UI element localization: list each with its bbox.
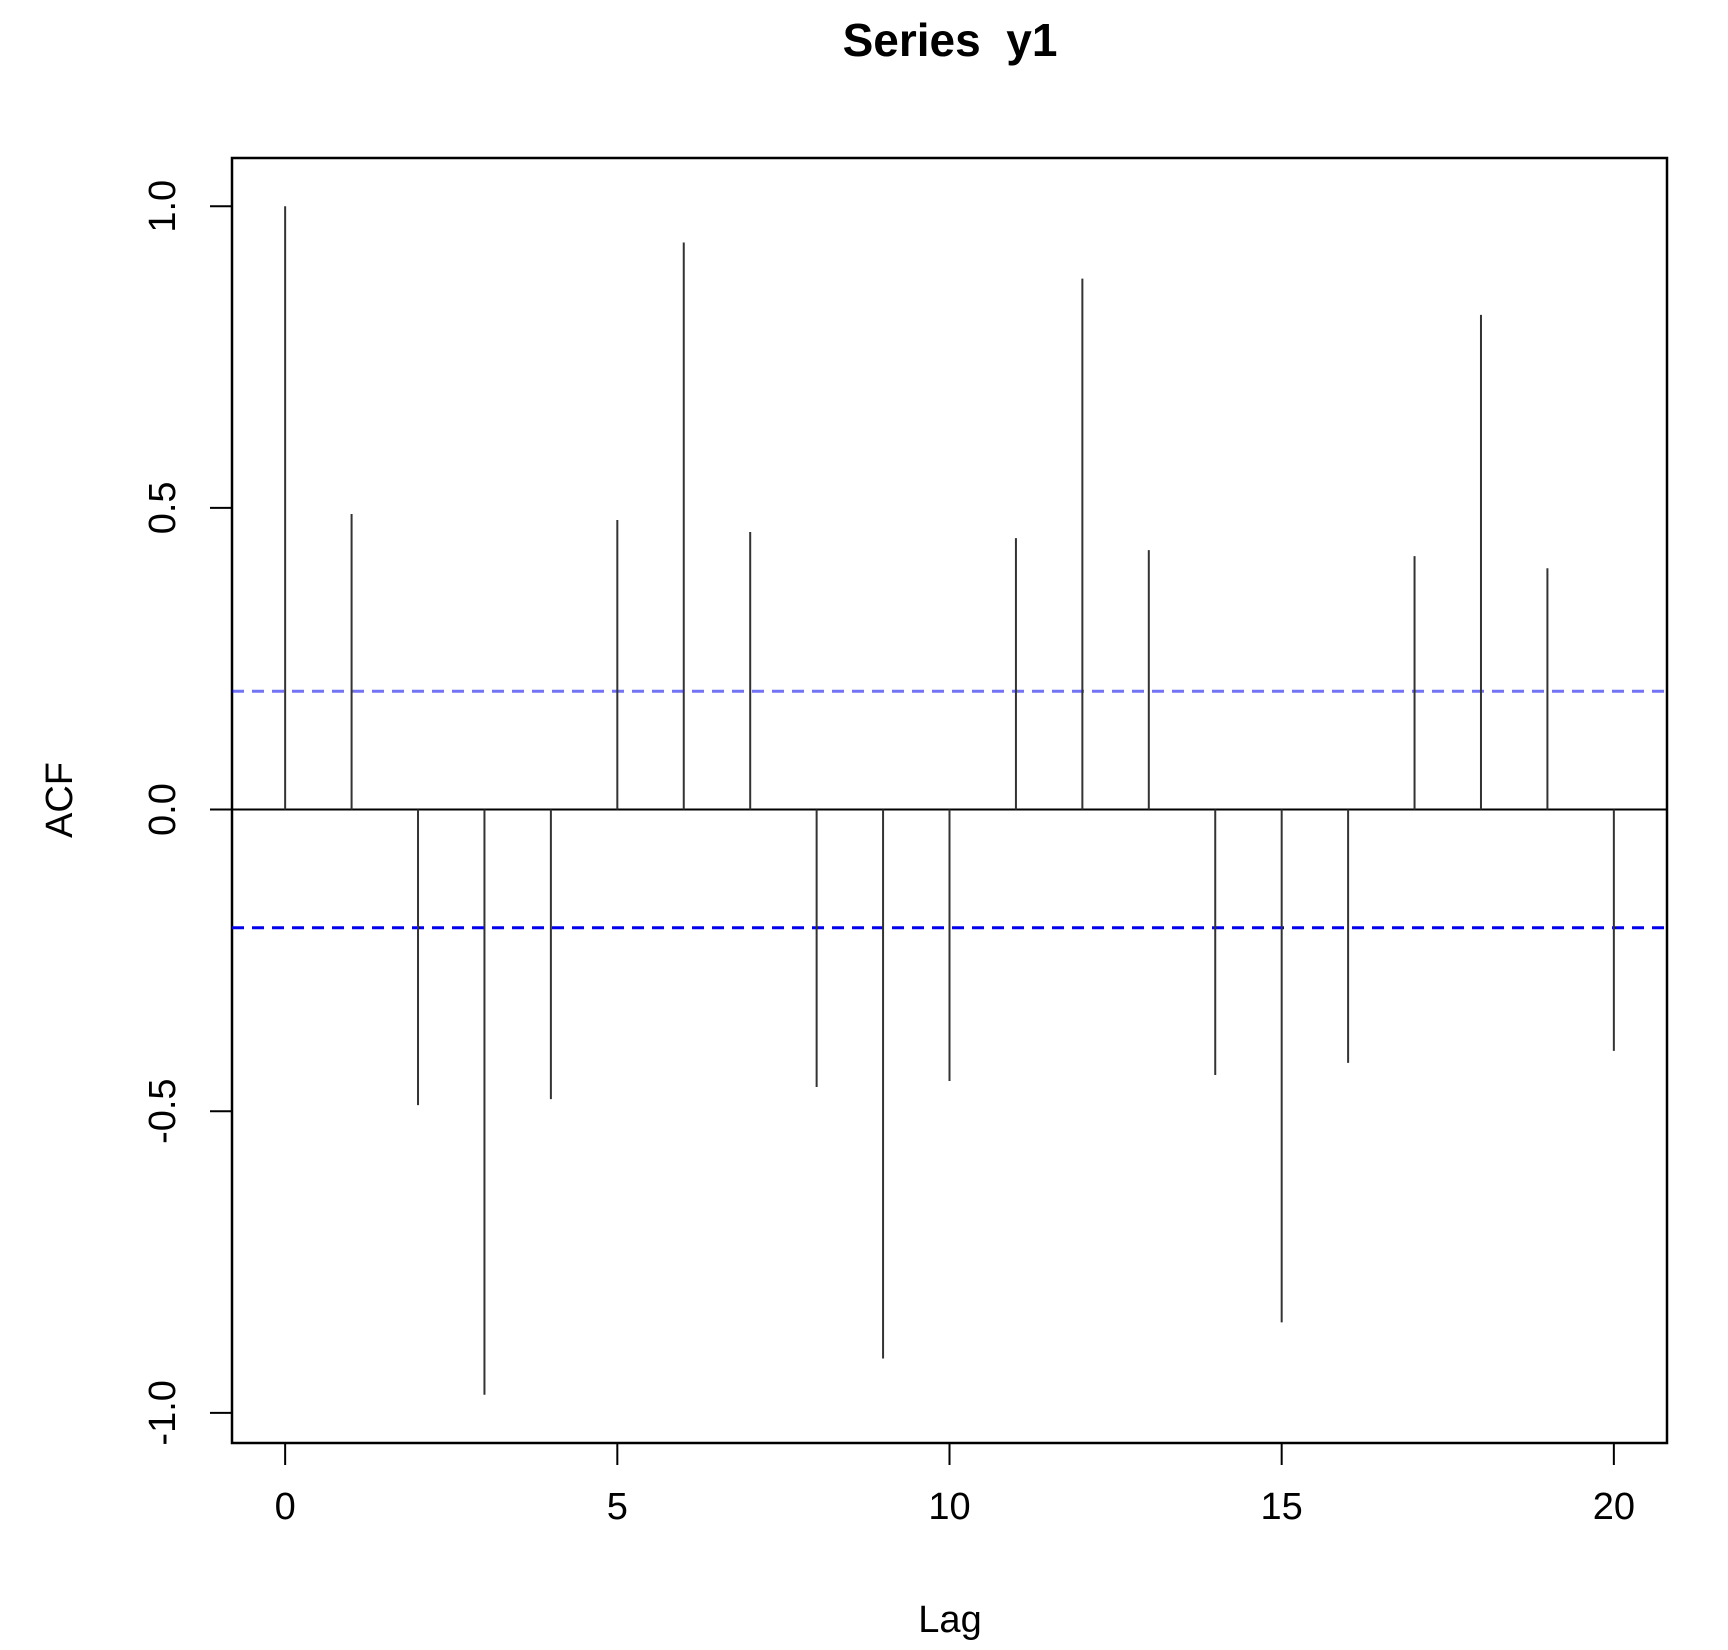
x-tick-label: 5 xyxy=(607,1486,628,1528)
y-axis-label: ACF xyxy=(39,762,81,838)
x-tick-label: 20 xyxy=(1593,1486,1635,1528)
y-tick-label: -0.5 xyxy=(142,1078,184,1143)
y-tick-label: 0.0 xyxy=(142,783,184,836)
y-tick-label: 1.0 xyxy=(142,180,184,233)
chart-title: Series y1 xyxy=(843,14,1058,66)
x-tick-label: 0 xyxy=(275,1486,296,1528)
x-axis-label: Lag xyxy=(918,1599,981,1641)
y-tick-label: 0.5 xyxy=(142,481,184,534)
plot-frame xyxy=(230,156,1669,1445)
y-tick-label: -1.0 xyxy=(142,1380,184,1445)
plot-area: 0 5 10 15 20 -1.0 -0.5 0.0 0.5 1.0 xyxy=(142,156,1669,1528)
x-tick-label: 15 xyxy=(1261,1486,1303,1528)
x-tick-label: 10 xyxy=(928,1486,970,1528)
